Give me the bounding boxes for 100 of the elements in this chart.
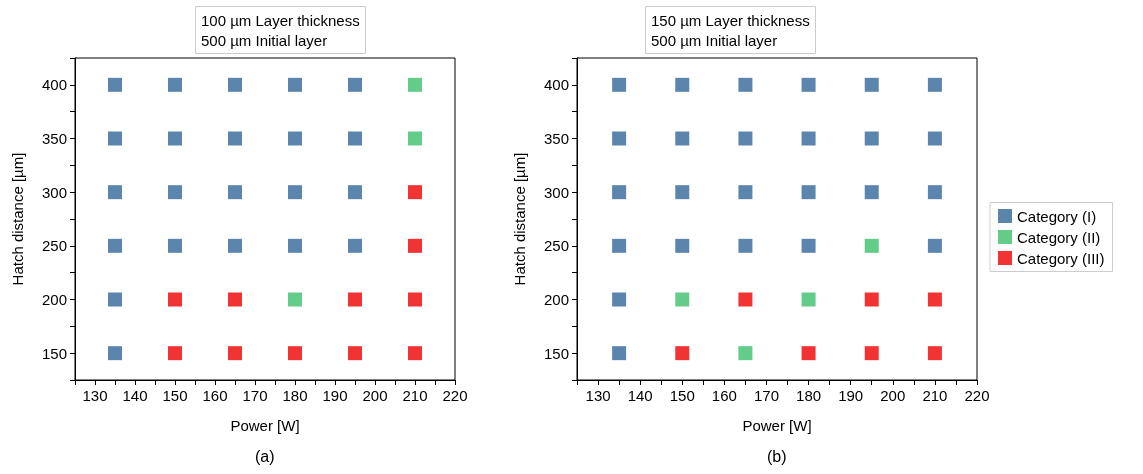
point (738, 292, 753, 307)
chart-title: 150 µm Layer thickness 500 µm Initial layer (651, 11, 810, 49)
point (108, 77, 122, 92)
point (927, 77, 942, 92)
x-tick-label: 140 (122, 387, 148, 404)
point (228, 185, 242, 200)
point (612, 77, 627, 92)
y-tick-label: 400 (543, 76, 569, 94)
point (288, 238, 302, 253)
x-tick-label: 160 (711, 387, 737, 404)
point (738, 238, 753, 253)
x-tick-label: 200 (880, 387, 906, 404)
y-tick-label: 350 (543, 130, 569, 147)
x-tick-label: 190 (322, 387, 348, 404)
point (738, 346, 753, 361)
point (801, 131, 816, 146)
x-tick-label: 200 (362, 387, 388, 404)
point (738, 131, 753, 146)
point (348, 346, 362, 361)
point (675, 346, 690, 361)
point (801, 346, 816, 361)
x-tick-label: 130 (82, 387, 108, 404)
point (738, 77, 753, 92)
point (288, 131, 302, 146)
y-tick-label: 200 (543, 291, 569, 308)
point (228, 346, 242, 361)
x-tick-label: 170 (242, 387, 268, 404)
point (348, 292, 362, 307)
point (675, 238, 690, 253)
point (108, 292, 122, 307)
point (675, 292, 690, 307)
point (348, 77, 362, 92)
x-tick-label: 180 (796, 387, 822, 404)
x-axis-title: Power [W] (230, 417, 300, 434)
point (348, 131, 362, 146)
text: (b) (767, 447, 787, 465)
point (675, 185, 690, 200)
legend-label: Category (II) (1017, 228, 1101, 246)
point (168, 77, 182, 92)
y-tick-label: 250 (543, 237, 569, 255)
y-tick-label: 300 (543, 183, 569, 201)
x-tick-label: 210 (922, 387, 948, 404)
point (612, 346, 627, 361)
point (168, 131, 182, 146)
y-tick-label: 150 (41, 344, 67, 362)
point (675, 77, 690, 92)
point (168, 185, 182, 200)
point (228, 238, 242, 253)
point (408, 238, 422, 253)
y-tick-label: 400 (41, 76, 67, 94)
y-axis-title: Hatch distance [µm] (9, 152, 26, 286)
point (408, 346, 422, 361)
point (108, 238, 122, 253)
point (348, 185, 362, 200)
point (927, 346, 942, 361)
point (675, 131, 690, 146)
point (801, 185, 816, 200)
point (108, 185, 122, 200)
x-tick-label: 150 (162, 387, 188, 404)
text: (a) (255, 447, 275, 465)
point (108, 131, 122, 146)
point (864, 77, 879, 92)
point (168, 238, 182, 253)
x-tick-label: 210 (402, 387, 428, 404)
y-tick-label: 200 (41, 291, 67, 308)
x-tick-label: 160 (202, 387, 228, 404)
y-axis-title: Hatch distance [µm] (511, 152, 528, 286)
point (168, 346, 182, 361)
legend-label: Category (I) (1017, 207, 1097, 225)
point (864, 131, 879, 146)
point (288, 77, 302, 92)
point (738, 185, 753, 200)
y-tick-label: 250 (41, 237, 67, 255)
point (108, 346, 122, 361)
point (408, 131, 422, 146)
point (927, 238, 942, 253)
point (927, 292, 942, 307)
point (612, 292, 627, 307)
point (168, 292, 182, 307)
point (801, 292, 816, 307)
point (801, 238, 816, 253)
point (864, 292, 879, 307)
point (801, 77, 816, 92)
x-tick-label: 150 (669, 387, 695, 404)
y-tick-label: 300 (41, 183, 67, 201)
chart-title: 100 µm Layer thickness 500 µm Initial layer (201, 11, 360, 49)
point (612, 131, 627, 146)
point (228, 131, 242, 146)
point (288, 346, 302, 361)
point (864, 346, 879, 361)
point (348, 238, 362, 253)
y-tick-label: 150 (543, 344, 569, 362)
point (408, 185, 422, 200)
point (228, 292, 242, 307)
x-axis-title: Power [W] (742, 417, 812, 434)
point (288, 292, 302, 307)
x-tick-label: 130 (585, 387, 611, 404)
x-tick-label: 170 (753, 387, 779, 404)
point (228, 77, 242, 92)
point (864, 238, 879, 253)
